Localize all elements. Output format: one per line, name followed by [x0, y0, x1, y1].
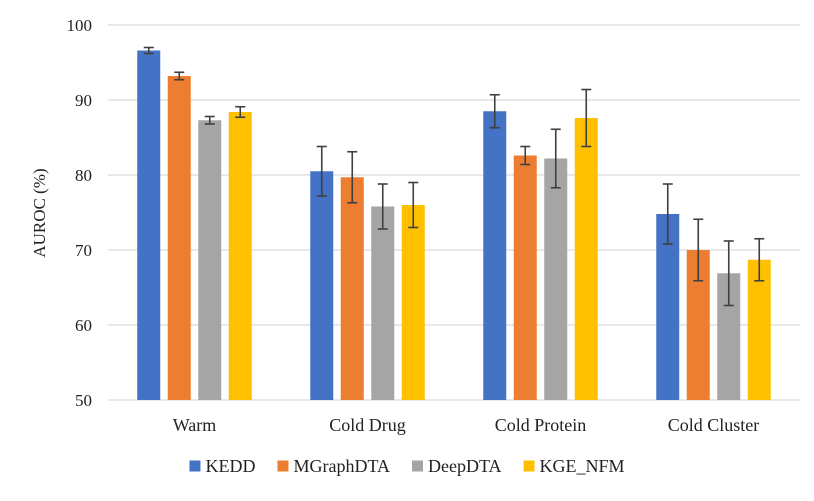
bar	[167, 76, 191, 400]
error-bar	[235, 105, 246, 119]
error-bar	[754, 237, 765, 282]
y-tick-label: 80	[75, 166, 92, 185]
x-category-label: Warm	[173, 415, 217, 435]
y-axis: 50 60 70 80 90 100	[67, 16, 93, 410]
y-tick-label: 70	[75, 241, 92, 260]
error-bar	[143, 46, 154, 55]
bar	[656, 214, 680, 400]
y-tick-label: 60	[75, 316, 92, 335]
legend-swatch	[277, 460, 289, 472]
x-category-label: Cold Drug	[329, 415, 406, 435]
x-category-label: Cold Protein	[495, 415, 587, 435]
bar	[137, 50, 161, 400]
bar	[198, 120, 222, 400]
bar	[747, 259, 771, 400]
bar	[310, 171, 334, 400]
error-bar	[550, 128, 561, 189]
error-bar	[204, 115, 215, 125]
legend: KEDD MGraphDTA DeepDTA KGE_NFM	[189, 456, 625, 476]
y-axis-label: AUROC (%)	[30, 168, 49, 257]
bar	[401, 205, 425, 400]
error-bar	[377, 183, 388, 230]
error-bar	[723, 240, 734, 307]
error-bar	[693, 218, 704, 282]
legend-label: KGE_NFM	[540, 456, 625, 476]
error-bar	[316, 145, 327, 197]
bar	[483, 111, 507, 400]
error-bar	[581, 88, 592, 148]
legend-swatch	[412, 460, 423, 472]
legend-label: KEDD	[205, 456, 255, 476]
legend-label: MGraphDTA	[293, 456, 390, 476]
bar	[228, 112, 252, 400]
error-bar	[408, 181, 419, 229]
error-bars	[143, 46, 765, 307]
x-axis: Warm Cold Drug Cold Protein Cold Cluster	[173, 415, 760, 435]
bar	[544, 158, 568, 400]
y-tick-label: 90	[75, 91, 92, 110]
bar	[513, 155, 537, 400]
y-tick-label: 50	[75, 391, 92, 410]
bars	[137, 50, 771, 400]
error-bar	[489, 93, 500, 129]
legend-label: DeepDTA	[428, 456, 502, 476]
bar	[574, 118, 598, 400]
error-bar	[662, 183, 673, 245]
bar	[371, 206, 395, 400]
bar	[686, 250, 710, 400]
error-bar	[347, 150, 358, 204]
x-category-label: Cold Cluster	[668, 415, 760, 435]
legend-swatch	[189, 460, 201, 472]
gridlines	[108, 24, 800, 401]
error-bar	[174, 71, 185, 81]
error-bar	[520, 145, 531, 166]
y-tick-label: 100	[67, 16, 93, 35]
bar	[717, 273, 741, 400]
bar	[340, 177, 364, 400]
legend-swatch	[523, 460, 535, 472]
